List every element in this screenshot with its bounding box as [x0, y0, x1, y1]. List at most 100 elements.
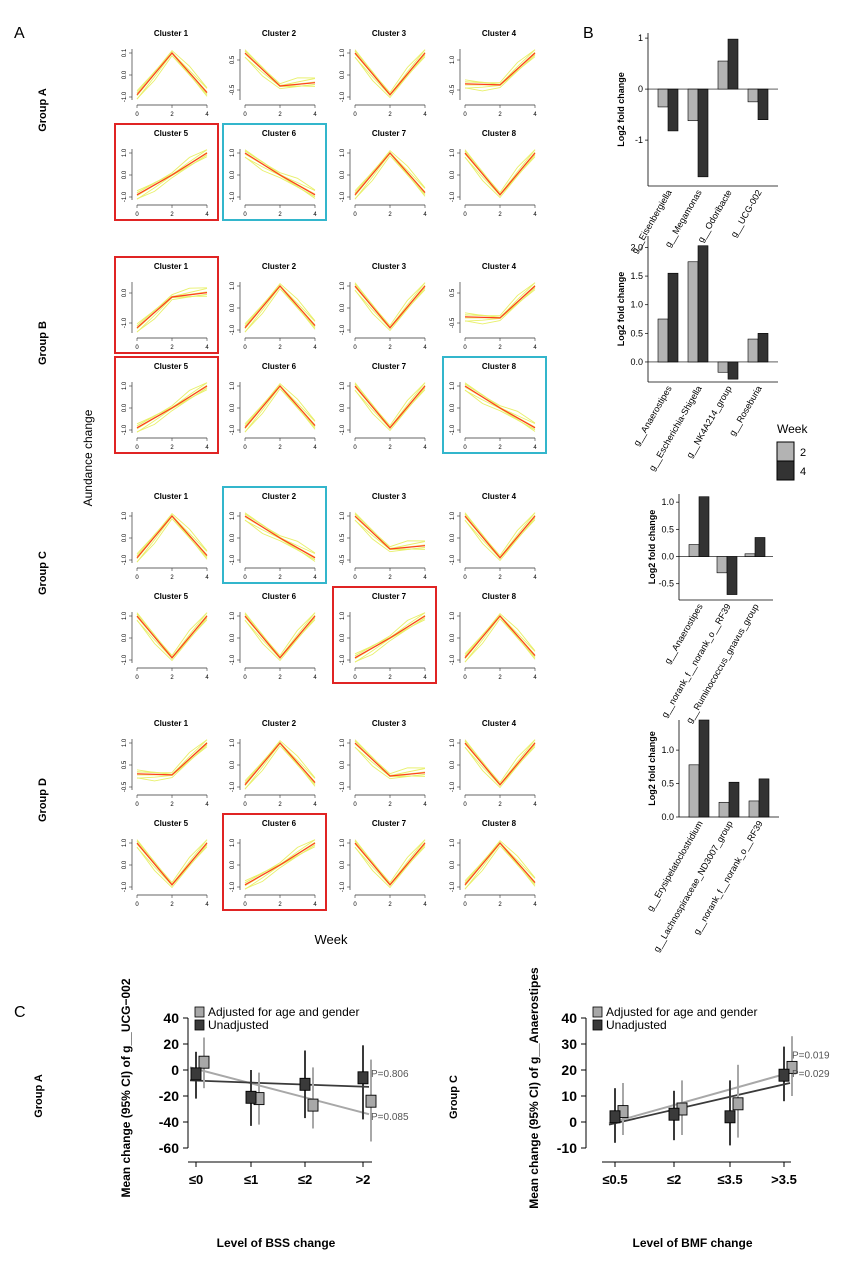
- cluster-panel: Cluster 1 0.0 -1.0 0 2 4: [114, 256, 219, 354]
- cluster-member-line: [354, 520, 426, 550]
- cluster-member-line: [136, 50, 208, 93]
- cluster-member-line: [354, 49, 426, 96]
- cluster-y-tick-label: 1.0: [450, 148, 456, 157]
- cluster-member-line: [354, 387, 426, 432]
- cluster-member-line: [244, 512, 316, 555]
- forest-x-tick-label: >2: [356, 1172, 371, 1187]
- bar-y-tick-label: 0.0: [630, 357, 643, 367]
- cluster-member-line: [136, 293, 208, 333]
- cluster-x-tick-label: 2: [278, 212, 282, 218]
- cluster-member-line: [354, 747, 426, 777]
- cluster-member-line: [354, 840, 426, 885]
- cluster-member-line: [464, 382, 536, 425]
- forest-x-tick-label: ≤3.5: [717, 1172, 742, 1187]
- cluster-y-tick-label: -0.5: [450, 84, 456, 95]
- cluster-panel: Cluster 5 1.0 0.0 -1.0 0 2 4: [122, 819, 209, 908]
- forest-group-label: Group C: [448, 1075, 460, 1119]
- cluster-y-tick-label: -1.0: [122, 554, 128, 565]
- cluster-y-tick-label: 1.0: [340, 48, 346, 57]
- cluster-member-line: [136, 617, 208, 662]
- cluster-x-tick-label: 4: [423, 902, 427, 908]
- cluster-member-line: [244, 612, 316, 657]
- cluster-y-tick-label: 1.0: [122, 511, 128, 520]
- cluster-trend-line: [136, 292, 208, 329]
- legend-swatch-adjusted: [194, 1006, 205, 1018]
- cluster-member-line: [464, 739, 536, 786]
- cluster-trend-line: [354, 52, 426, 96]
- cluster-title: Cluster 5: [154, 819, 189, 828]
- cluster-member-line: [464, 513, 536, 558]
- cluster-member-line: [244, 839, 316, 884]
- bar-week-4: [667, 272, 679, 363]
- cluster-x-tick-label: 2: [498, 112, 502, 118]
- cluster-panel: Cluster 3 1.0 0.0 -1.0 0 2 4: [340, 719, 427, 808]
- bar-y-tick-label: 1.5: [630, 271, 643, 281]
- point-unadjusted: [778, 1068, 790, 1082]
- forest-x-tick-label: >3.5: [771, 1172, 797, 1187]
- cluster-member-line: [464, 149, 536, 194]
- cluster-member-line: [136, 287, 208, 327]
- cluster-y-tick-label: 1.0: [450, 381, 456, 390]
- cluster-x-tick-label: 0: [243, 345, 247, 351]
- cluster-title: Cluster 1: [154, 262, 189, 271]
- cluster-y-tick-label: 0.0: [122, 70, 128, 79]
- cluster-x-tick-label: 0: [353, 802, 357, 808]
- point-adjusted: [786, 1060, 798, 1074]
- forest-legend-label: Unadjusted: [606, 1018, 667, 1032]
- cluster-title: Cluster 2: [262, 29, 297, 38]
- cluster-y-tick-label: 1.0: [340, 838, 346, 847]
- cluster-x-tick-label: 0: [463, 345, 467, 351]
- cluster-x-tick-label: 4: [205, 112, 209, 118]
- cluster-y-tick-label: 1.0: [340, 511, 346, 520]
- point-unadjusted: [668, 1107, 680, 1121]
- cluster-y-tick-label: -1.0: [230, 654, 236, 665]
- cluster-y-tick-label: -1.0: [122, 654, 128, 665]
- cluster-member-line: [354, 612, 426, 655]
- cluster-panel: Cluster 2 1.0 0.0 -1.0 0 2 4: [222, 486, 327, 584]
- bar-week-2: [688, 544, 700, 557]
- cluster-x-tick-label: 0: [463, 575, 467, 581]
- cluster-trend-line: [244, 842, 316, 886]
- cluster-title: Cluster 5: [154, 129, 189, 138]
- cluster-member-line: [464, 152, 536, 196]
- bar-week-2: [747, 88, 759, 103]
- cluster-y-tick-label: 0.5: [230, 55, 236, 64]
- group-label: Group D: [37, 778, 49, 822]
- cluster-member-line: [244, 57, 316, 87]
- cluster-x-tick-label: 4: [423, 575, 427, 581]
- cluster-panel: Cluster 4 1.0 0.0 -1.0 0 2 4: [450, 492, 537, 581]
- cluster-member-line: [136, 612, 208, 659]
- cluster-y-tick-label: 0.0: [450, 403, 456, 412]
- cluster-title: Cluster 8: [482, 129, 517, 138]
- cluster-member-line: [244, 615, 316, 659]
- cluster-member-line: [464, 512, 536, 559]
- cluster-y-tick-label: 0.0: [122, 633, 128, 642]
- cluster-y-tick-label: 1.0: [230, 148, 236, 157]
- forest-y-tick-label: 40: [163, 1010, 179, 1026]
- cluster-trend-line: [354, 152, 426, 196]
- bar-y-tick-label: 0.5: [630, 328, 643, 338]
- cluster-y-tick-label: 0.0: [450, 170, 456, 179]
- cluster-member-line: [244, 49, 316, 87]
- cluster-member-line: [244, 150, 316, 191]
- forest-x-tick-label: ≤2: [667, 1172, 681, 1187]
- cluster-panel: Cluster 3 1.0 0.0 -1.0 0 2 4: [340, 29, 427, 118]
- bar-week-4: [667, 88, 679, 132]
- bar-week-2: [748, 800, 760, 818]
- bar-week-4: [758, 778, 770, 818]
- cluster-y-tick-label: 1.0: [450, 55, 456, 64]
- point-adjusted: [732, 1097, 744, 1111]
- forest-group-label: Group A: [33, 1074, 45, 1118]
- cluster-trend-line: [464, 52, 536, 86]
- cluster-trend-line: [354, 842, 426, 886]
- cluster-member-line: [354, 282, 426, 329]
- cluster-x-tick-label: 4: [205, 802, 209, 808]
- cluster-y-tick-label: -0.5: [450, 317, 456, 328]
- cluster-trend-line: [244, 52, 316, 87]
- cluster-y-tick-label: 0.0: [230, 170, 236, 179]
- bar-legend-item-4: 4: [800, 466, 806, 478]
- cluster-y-tick-label: -1.0: [340, 654, 346, 665]
- cluster-member-line: [244, 617, 316, 662]
- cluster-x-tick-label: 2: [498, 345, 502, 351]
- cluster-member-line: [136, 52, 208, 96]
